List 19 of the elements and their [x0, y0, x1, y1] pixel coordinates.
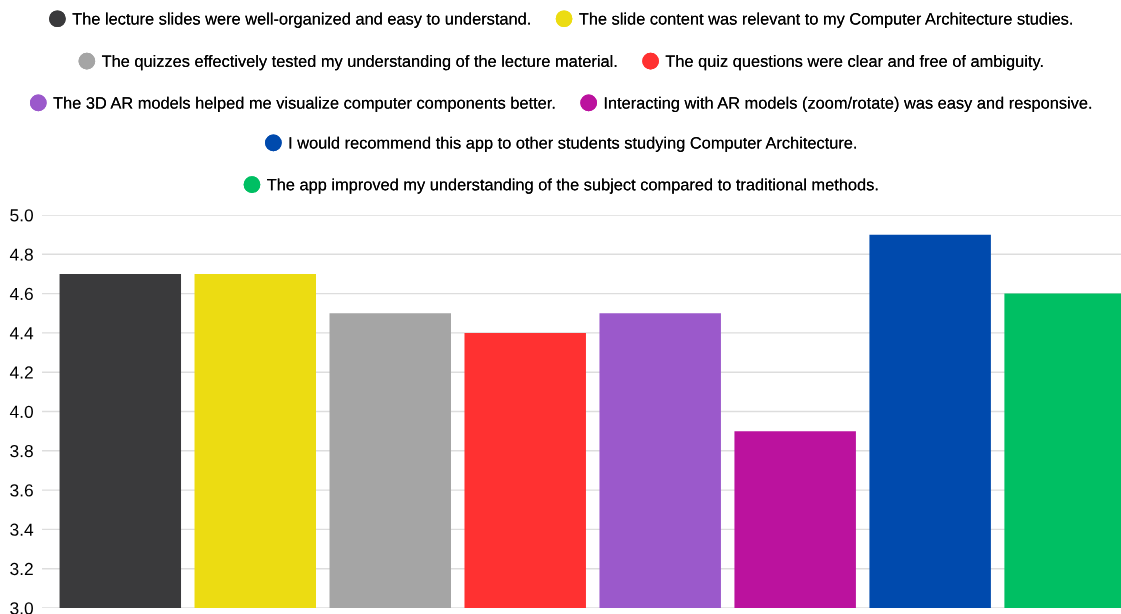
y-tick-label: 3.6	[10, 484, 33, 497]
legend-label: The quiz questions were clear and free of ambiguity.	[665, 54, 1043, 71]
legend-label: Interacting with AR models (zoom/rotate) was easy and responsive.	[604, 96, 1092, 113]
y-tick-label: 3.4	[10, 523, 34, 536]
y-tick-label: 4.6	[9, 287, 33, 301]
y-tick-label: 3.8	[10, 444, 33, 458]
legend-label: The lecture slides were well-organized and easy to understand.	[72, 12, 530, 28]
legend-label: I would recommend this app to other students studying Computer Architecture.	[289, 136, 856, 152]
legend-label: The quizzes effectively tested my understanding of the lecture material.	[101, 54, 617, 71]
y-tick-label: 4.2	[9, 366, 33, 379]
y-tick-label: 4.4	[9, 327, 34, 340]
y-tick-label: 3.2	[10, 562, 33, 576]
y-tick-label: 4.8	[9, 248, 33, 261]
y-tick-label: 5.0	[10, 209, 33, 222]
legend-label: The 3D AR models helped me visualize computer components better.	[53, 96, 555, 113]
y-tick-label: 4.0	[9, 405, 33, 418]
y-tick-label: 3.0	[10, 602, 33, 614]
legend-label: The slide content was relevant to my Computer Architecture studies.	[579, 12, 1072, 28]
legend-label: The app improved my understanding of the subject compared to traditional methods.	[267, 178, 878, 194]
